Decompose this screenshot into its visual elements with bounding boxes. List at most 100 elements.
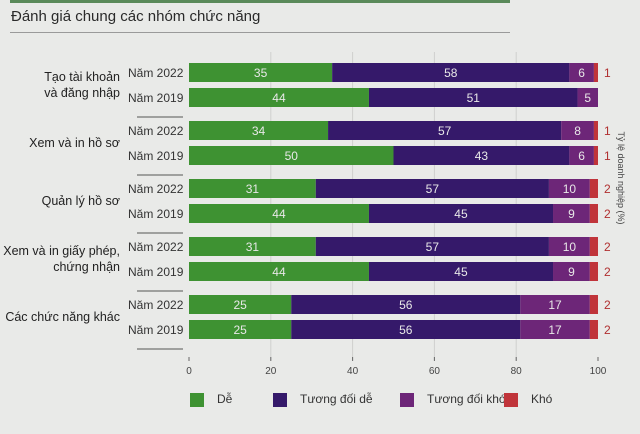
bar-segment-Khó (593, 121, 598, 140)
bar-segment-Dễ (189, 237, 316, 256)
segment-value-outside: 1 (604, 149, 611, 163)
segment-value: 34 (252, 124, 266, 138)
segment-value: 6 (578, 66, 585, 80)
bar-segment-Dễ (189, 146, 394, 165)
bar-segment-Tương đối dễ (328, 121, 562, 140)
row-year-label: Năm 2019 (128, 91, 184, 105)
bar-segment-Tương đối khó (553, 204, 590, 223)
legend-swatch (273, 393, 287, 407)
x-tick-label: 40 (347, 366, 359, 377)
group-label: chứng nhận (53, 260, 120, 274)
segment-value: 31 (246, 240, 260, 254)
legend-label: Khó (531, 392, 553, 406)
bar-segment-Tương đối khó (548, 237, 590, 256)
segment-value: 31 (246, 182, 260, 196)
x-tick-label: 60 (429, 366, 441, 377)
segment-value: 45 (454, 207, 468, 221)
segment-value: 8 (574, 124, 581, 138)
segment-value-outside: 2 (604, 323, 611, 337)
segment-value: 45 (454, 265, 468, 279)
bar-segment-Tương đối khó (577, 88, 598, 107)
x-tick-label: 80 (511, 366, 523, 377)
bar-segment-Khó (589, 320, 598, 339)
bar-segment-Dễ (189, 121, 329, 140)
row-year-label: Năm 2022 (128, 124, 184, 138)
bar-segment-Tương đối khó (569, 146, 594, 165)
bar-segment-Khó (589, 179, 598, 198)
bar-segment-Khó (589, 204, 598, 223)
row-year-label: Năm 2019 (128, 149, 184, 163)
bar-segment-Tương đối khó (520, 295, 590, 314)
segment-value-outside: 2 (604, 298, 611, 312)
group-label: và đăng nhập (44, 86, 120, 100)
segment-value: 56 (399, 323, 413, 337)
bar-segment-Tương đối dễ (368, 204, 554, 223)
segment-value: 44 (272, 265, 286, 279)
segment-value: 35 (254, 66, 268, 80)
legend-swatch (400, 393, 414, 407)
segment-value: 44 (272, 207, 286, 221)
segment-value: 58 (444, 66, 458, 80)
row-year-label: Năm 2022 (128, 298, 184, 312)
legend-swatch (190, 393, 204, 407)
bar-segment-Tương đối khó (520, 320, 590, 339)
bar-segment-Dễ (189, 320, 292, 339)
legend-label: Tương đối dễ (300, 391, 373, 406)
segment-value-outside: 2 (604, 207, 611, 221)
group-label: Xem và in giấy phép, (3, 244, 120, 258)
bar-segment-Tương đối dễ (393, 146, 570, 165)
segment-value: 10 (563, 182, 577, 196)
bar-segment-Dễ (189, 262, 369, 281)
chart-title: Đánh giá chung các nhóm chức năng (11, 8, 261, 25)
bar-segment-Tương đối khó (569, 63, 594, 82)
bar-segment-Dễ (189, 204, 369, 223)
bar-segment-Khó (589, 295, 598, 314)
legend-label: Tương đối khó (427, 392, 506, 406)
segment-value-outside: 2 (604, 240, 611, 254)
segment-value: 57 (438, 124, 452, 138)
segment-value: 9 (568, 207, 575, 221)
x-tick-label: 0 (186, 366, 192, 377)
bar-segment-Dễ (189, 88, 369, 107)
group-label: Các chức năng khác (5, 310, 120, 324)
row-year-label: Năm 2019 (128, 323, 184, 337)
bar-segment-Khó (589, 237, 598, 256)
segment-value: 17 (548, 298, 562, 312)
segment-value: 9 (568, 265, 575, 279)
bar-segment-Tương đối dễ (368, 262, 554, 281)
bar-segment-Tương đối dễ (332, 63, 570, 82)
segment-value: 43 (475, 149, 489, 163)
segment-value: 5 (584, 91, 591, 105)
legend-label: Dễ (217, 391, 233, 406)
title-divider (10, 32, 510, 33)
bar-segment-Tương đối khó (561, 121, 594, 140)
bar-segment-Tương đối dễ (291, 320, 521, 339)
segment-value: 50 (285, 149, 299, 163)
bar-segment-Dễ (189, 179, 316, 198)
bar-segment-Tương đối dễ (368, 88, 578, 107)
row-year-label: Năm 2019 (128, 265, 184, 279)
row-year-label: Năm 2022 (128, 240, 184, 254)
top-rule (10, 0, 510, 3)
legend-swatch (504, 393, 518, 407)
bar-segment-Dễ (189, 63, 333, 82)
segment-value-outside: 2 (604, 182, 611, 196)
segment-value-outside: 1 (604, 66, 611, 80)
group-label: Xem và in hồ sơ (29, 136, 120, 150)
row-year-label: Năm 2019 (128, 207, 184, 221)
segment-value: 25 (233, 298, 247, 312)
bar-segment-Khó (593, 63, 598, 82)
row-year-label: Năm 2022 (128, 182, 184, 196)
segment-value: 57 (426, 240, 440, 254)
row-year-label: Năm 2022 (128, 66, 184, 80)
segment-value: 25 (233, 323, 247, 337)
segment-value: 51 (467, 91, 481, 105)
x-tick-label: 100 (590, 366, 607, 377)
group-label: Tạo tài khoản (44, 70, 120, 84)
segment-value-outside: 2 (604, 265, 611, 279)
bar-segment-Dễ (189, 295, 292, 314)
segment-value: 56 (399, 298, 413, 312)
bar-segment-Tương đối khó (548, 179, 590, 198)
segment-value-outside: 1 (604, 124, 611, 138)
